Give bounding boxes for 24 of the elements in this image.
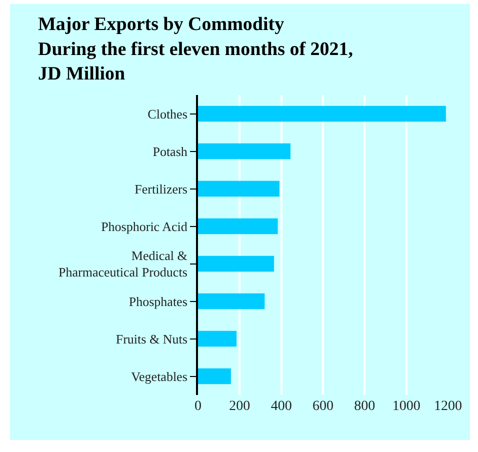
x-tick-label: 0	[194, 399, 202, 414]
x-tick-label: 600	[312, 399, 334, 414]
x-tick-label: 200	[229, 399, 250, 414]
bar	[198, 330, 237, 347]
x-tick-label: 400	[270, 399, 292, 414]
y-tick-label: Vegetables	[131, 368, 188, 384]
y-tick-label: Fertilizers	[134, 181, 188, 196]
bar	[198, 293, 265, 310]
y-tick-label: Clothes	[148, 106, 188, 122]
bar	[198, 368, 231, 384]
y-tick-label: Potash	[152, 144, 188, 159]
y-tick-label: Phosphates	[128, 294, 188, 309]
y-tick-label: Phosphoric Acid	[101, 218, 188, 234]
y-tick-label: Fruits & Nuts	[116, 331, 188, 346]
chart-title: Major Exports by Commodity During the first eleven months of 2021, JD Million	[38, 14, 354, 85]
x-tick-label: 800	[354, 399, 376, 414]
x-tick-label: 1000	[392, 399, 420, 414]
y-tick-label: Medical & Pharmaceutical Products	[58, 248, 188, 280]
bar	[198, 180, 280, 197]
x-tick-label: 1200	[434, 399, 462, 414]
bar	[198, 106, 446, 122]
bar	[198, 256, 274, 272]
bar	[198, 143, 290, 160]
bar	[198, 218, 278, 234]
